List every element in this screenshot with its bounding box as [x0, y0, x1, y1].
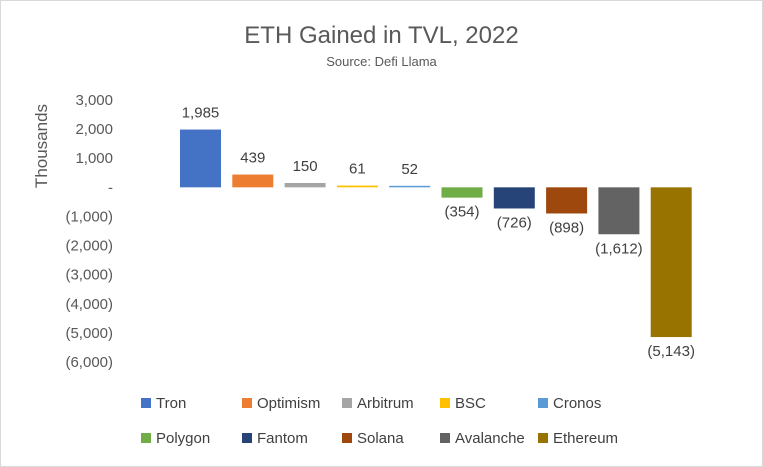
- data-label-polygon: (354): [444, 204, 479, 221]
- legend-swatch: [538, 433, 548, 443]
- legend-item-ethereum: Ethereum: [538, 429, 618, 447]
- y-tick-label: -: [108, 179, 113, 196]
- legend-swatch: [342, 398, 352, 408]
- y-tick-label: 1,000: [75, 150, 113, 167]
- bar-cronos: [389, 185, 431, 188]
- legend-label: Tron: [156, 394, 187, 412]
- bar-avalanche: [598, 187, 640, 235]
- y-tick-label: (1,000): [65, 208, 113, 225]
- legend-swatch: [242, 433, 252, 443]
- legend-label: BSC: [455, 394, 486, 412]
- data-label-cronos: 52: [401, 161, 418, 178]
- bar-ethereum: [650, 187, 692, 338]
- legend-swatch: [440, 398, 450, 408]
- bar-bsc: [336, 185, 378, 188]
- y-tick-label: 3,000: [75, 92, 113, 109]
- bar-fantom: [493, 187, 535, 209]
- y-tick-label: (6,000): [65, 354, 113, 371]
- legend-swatch: [141, 398, 151, 408]
- legend-label: Cronos: [553, 394, 602, 412]
- y-tick-label: (3,000): [65, 267, 113, 284]
- y-tick-label: 2,000: [75, 121, 113, 138]
- bar-optimism: [232, 174, 274, 188]
- legend-swatch: [440, 433, 450, 443]
- legend-swatch: [538, 398, 548, 408]
- legend-swatch: [141, 433, 151, 443]
- y-axis-label: Thousands: [32, 104, 51, 188]
- bar-arbitrum: [284, 182, 326, 188]
- legend-label: Polygon: [156, 429, 211, 447]
- legend-item-optimism: Optimism: [242, 394, 320, 412]
- chart-title: ETH Gained in TVL, 2022: [244, 22, 519, 49]
- legend-item-cronos: Cronos: [538, 394, 601, 412]
- legend-label: Optimism: [257, 394, 321, 412]
- bar-tron: [180, 129, 221, 188]
- legend-swatch: [342, 433, 352, 443]
- legend-label: Ethereum: [553, 429, 619, 447]
- data-label-solana: (898): [549, 219, 584, 236]
- y-tick-label: (2,000): [65, 238, 113, 255]
- legend-item-solana: Solana: [342, 429, 404, 447]
- legend-label: Arbitrum: [357, 394, 414, 412]
- data-label-tron: 1,985: [182, 105, 220, 122]
- bar-solana: [546, 187, 588, 214]
- y-tick-label: (5,000): [65, 325, 113, 342]
- legend-label: Fantom: [257, 429, 308, 447]
- data-label-bsc: 61: [349, 161, 366, 178]
- data-label-ethereum: (5,143): [647, 343, 695, 360]
- legend-label: Solana: [357, 429, 404, 447]
- legend-item-polygon: Polygon: [141, 429, 210, 447]
- data-label-fantom: (726): [497, 214, 532, 231]
- legend-item-avalanche: Avalanche: [440, 429, 525, 447]
- data-label-arbitrum: 150: [293, 158, 318, 175]
- legend-item-arbitrum: Arbitrum: [342, 394, 414, 412]
- bar-polygon: [441, 187, 483, 198]
- legend-label: Avalanche: [455, 429, 525, 447]
- data-label-avalanche: (1,612): [595, 240, 643, 257]
- chart-subtitle: Source: Defi Llama: [326, 54, 437, 69]
- legend-item-fantom: Fantom: [242, 429, 308, 447]
- legend-item-tron: Tron: [141, 394, 186, 412]
- data-label-optimism: 439: [240, 150, 265, 167]
- legend-item-bsc: BSC: [440, 394, 486, 412]
- legend-swatch: [242, 398, 252, 408]
- y-tick-label: (4,000): [65, 296, 113, 313]
